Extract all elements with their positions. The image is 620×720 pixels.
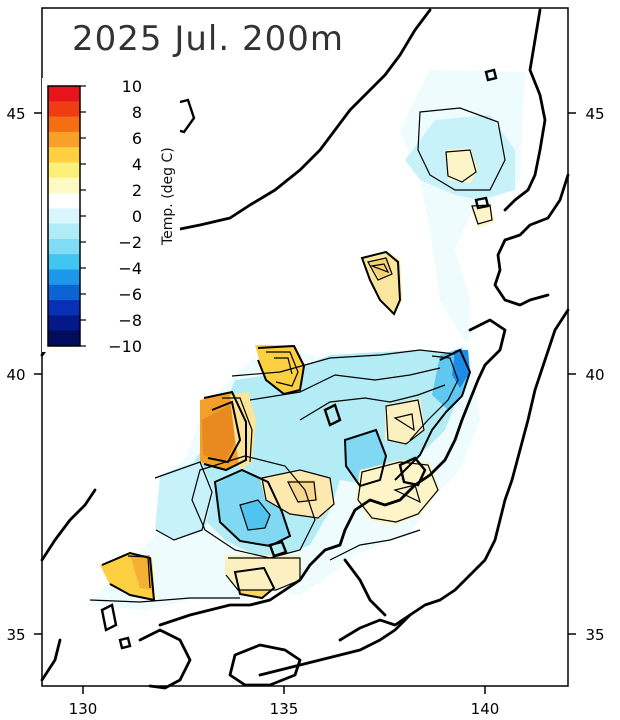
- coast-kii: [258, 598, 442, 677]
- anomaly-warm-oki-pale: [230, 392, 256, 470]
- colorbar-tick-label: 10: [122, 77, 142, 96]
- colorbar-tick-label: 8: [132, 103, 142, 122]
- colorbar-tick-label: 6: [132, 129, 142, 148]
- colorbar-swatch: [48, 193, 80, 209]
- colorbar-swatch: [48, 116, 80, 133]
- anomaly-warm-north-2: [470, 203, 495, 228]
- anomaly-warm-coast: [355, 460, 440, 525]
- anomaly-warm-south-pale: [225, 555, 300, 590]
- contour-lines: [89, 107, 506, 603]
- x-tick-label: 140: [471, 700, 500, 718]
- axis-ticks: [34, 112, 576, 694]
- x-axis-labels: 130 135 140: [69, 700, 500, 718]
- island-sado: [398, 456, 427, 487]
- colorbar-labels: 10 8 6 4 2 0 −2 −4 −6 −8 −10: [108, 77, 142, 356]
- colorbar-tick-label: −10: [108, 337, 142, 356]
- anomaly-warm-oki-core: [202, 405, 236, 460]
- colorbar-tick-label: −6: [118, 285, 142, 304]
- coast-honshu: [158, 318, 507, 627]
- anomaly-warm-tsushima-core: [130, 555, 152, 590]
- y-tick-label-left: 45: [6, 105, 25, 123]
- colorbar-swatch: [48, 208, 80, 225]
- island-okushiri: [474, 196, 490, 210]
- anomaly-cool-east-deep: [452, 350, 470, 388]
- x-tick-label: 130: [69, 700, 98, 718]
- coast-kyushu: [138, 628, 192, 690]
- colorbar-tick-label: 4: [132, 155, 142, 174]
- anomaly-warm-north-1: [445, 148, 478, 183]
- colorbar-tick-label: 0: [132, 207, 142, 226]
- colorbar-tick-label: −8: [118, 311, 142, 330]
- y-axis-labels-left: 45 40 35: [6, 105, 25, 644]
- colorbar-swatches: [48, 86, 80, 347]
- anomaly-warm-yamato-core: [368, 258, 392, 278]
- colorbar-swatch: [48, 131, 80, 148]
- island-oki: [268, 540, 288, 558]
- y-tick-label-left: 40: [6, 366, 25, 384]
- anomaly-cool-deep-2: [240, 500, 270, 530]
- colorbar-swatch: [48, 300, 80, 316]
- y-axis-labels-right: 45 40 35: [585, 105, 604, 644]
- colorbar-swatch: [48, 147, 80, 163]
- island-iki: [118, 636, 132, 650]
- coast-kansai: [343, 558, 387, 617]
- colorbar-tick-label: 2: [132, 181, 142, 200]
- colorbar-tick-label: −2: [118, 233, 142, 252]
- anomaly-warm-sado: [385, 398, 425, 445]
- anomaly-field: [88, 70, 525, 610]
- coast-honshu-east: [438, 308, 570, 602]
- colorbar-swatch: [48, 177, 80, 194]
- colorbar-swatch: [48, 315, 80, 332]
- coast-hokkaido-west: [493, 173, 570, 307]
- coast-south-west: [40, 638, 62, 682]
- anomaly-cool-west: [155, 460, 215, 540]
- y-tick-label-right: 40: [585, 366, 604, 384]
- island-tsushima: [100, 603, 118, 632]
- colorbar-swatch: [48, 238, 80, 255]
- colorbar-swatch: [48, 162, 80, 179]
- colorbar-swatch: [48, 330, 80, 347]
- coast-shikoku: [228, 643, 302, 687]
- coast-sakhalin: [503, 8, 547, 212]
- y-tick-label-right: 45: [585, 105, 604, 123]
- colorbar-ticks: [80, 85, 86, 347]
- colorbar-swatch: [48, 254, 80, 271]
- colorbar-legend: 10 8 6 4 2 0 −2 −4 −6 −8 −10 Temp. (deg C): [42, 77, 180, 356]
- map-title: 2025 Jul. 200m: [72, 19, 344, 59]
- colorbar-swatch: [48, 284, 80, 301]
- coast-seto: [338, 613, 412, 642]
- island-noto: [323, 403, 342, 427]
- colorbar-unit-label: Temp. (deg C): [160, 147, 176, 246]
- x-tick-label: 135: [270, 700, 299, 718]
- y-tick-label-right: 35: [585, 626, 604, 644]
- coast-korea: [40, 488, 97, 562]
- colorbar-swatch: [48, 86, 80, 102]
- colorbar-swatch: [48, 269, 80, 286]
- colorbar-swatch: [48, 101, 80, 118]
- colorbar-swatch: [48, 223, 80, 240]
- anomaly-warm-yamato: [362, 252, 402, 315]
- colorbar-tick-label: −4: [118, 259, 142, 278]
- y-tick-label-left: 35: [6, 626, 25, 644]
- island-rishiri: [484, 68, 498, 82]
